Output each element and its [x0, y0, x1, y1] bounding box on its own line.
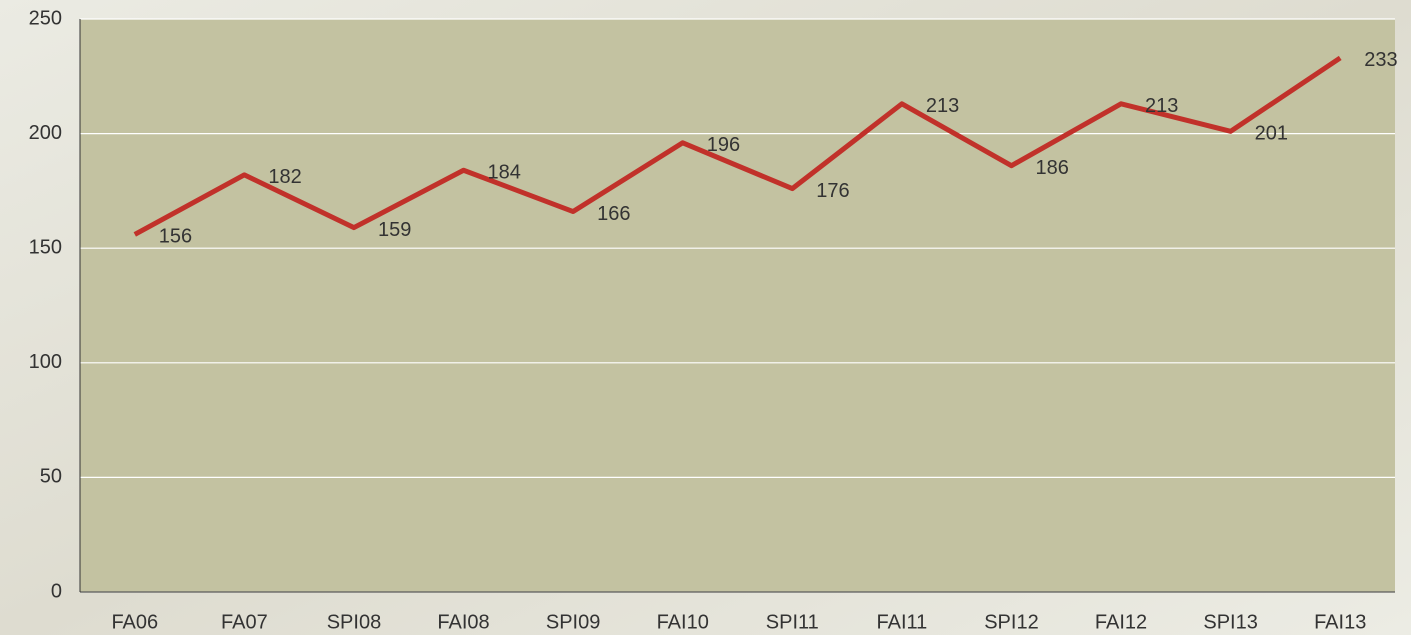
x-tick-label: SPI09 [546, 611, 600, 633]
x-tick-label: SPI12 [984, 611, 1038, 633]
data-label: 182 [268, 166, 301, 188]
x-tick-label: FA06 [111, 611, 158, 633]
data-label: 186 [1035, 157, 1068, 179]
plot-area [80, 19, 1395, 592]
x-tick-label: SPI13 [1203, 611, 1257, 633]
x-tick-label: SPI08 [327, 611, 381, 633]
y-tick-label: 250 [29, 7, 62, 29]
data-label: 176 [816, 180, 849, 202]
x-tick-label: FAI12 [1095, 611, 1147, 633]
y-tick-label: 0 [51, 580, 62, 602]
data-label: 233 [1364, 49, 1397, 71]
x-tick-label: FAI11 [876, 611, 927, 633]
data-label: 159 [378, 219, 411, 241]
x-tick-label: FA07 [221, 611, 268, 633]
line [133, 55, 1342, 237]
x-tick-label: SPI11 [766, 611, 819, 633]
x-tick-label: FAI13 [1314, 611, 1366, 633]
x-tick-label: FAI10 [657, 611, 709, 633]
y-tick-label: 150 [29, 236, 62, 258]
data-label: 213 [926, 95, 959, 117]
data-label: 213 [1145, 95, 1178, 117]
data-label: 201 [1255, 123, 1288, 145]
y-tick-label: 100 [29, 351, 62, 373]
data-label: 156 [159, 226, 192, 248]
data-label: 196 [707, 134, 740, 156]
data-label: 166 [597, 203, 630, 225]
y-tick-label: 200 [29, 122, 62, 144]
x-tick-label: FAI08 [437, 611, 489, 633]
data-label: 184 [488, 162, 521, 184]
y-tick-label: 50 [40, 466, 62, 488]
